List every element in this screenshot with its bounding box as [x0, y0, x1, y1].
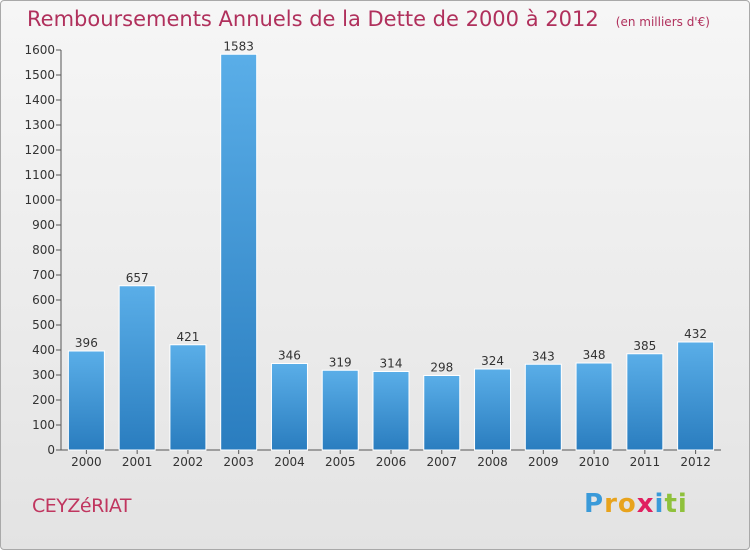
y-tick-label: 1400	[24, 93, 55, 107]
bar-2007	[423, 375, 461, 451]
y-tick-label: 1300	[24, 118, 55, 132]
chart-title: Remboursements Annuels de la Dette de 20…	[27, 7, 599, 31]
bar-2004	[270, 363, 308, 451]
bar-2010	[575, 362, 613, 451]
y-tick-label: 0	[47, 443, 55, 457]
x-tick-label-2006: 2006	[376, 455, 407, 469]
x-tick-label-2003: 2003	[223, 455, 254, 469]
y-tick-label: 300	[32, 368, 55, 382]
bar-2003	[220, 53, 258, 451]
proxiti-logo: Proxiti	[584, 489, 688, 519]
bar-2000	[67, 350, 105, 451]
logo-letter: i	[654, 489, 665, 519]
x-tick-label-2005: 2005	[325, 455, 356, 469]
value-label-2007: 298	[430, 361, 453, 375]
x-tick-label-2007: 2007	[426, 455, 457, 469]
value-label-2003: 1583	[223, 39, 254, 53]
y-tick-label: 700	[32, 268, 55, 282]
bar-2006	[372, 371, 410, 451]
value-label-2002: 421	[176, 330, 199, 344]
y-tick-label: 500	[32, 318, 55, 332]
y-tick-label: 1500	[24, 68, 55, 82]
y-tick-label: 400	[32, 343, 55, 357]
y-tick-label: 1100	[24, 168, 55, 182]
bar-2012	[677, 341, 715, 451]
x-tick-label-2011: 2011	[630, 455, 661, 469]
x-tick-label-2001: 2001	[122, 455, 153, 469]
x-tick-label-2010: 2010	[579, 455, 610, 469]
x-tick-label-2000: 2000	[71, 455, 102, 469]
logo-letter: P	[584, 489, 605, 519]
logo-letter: o	[617, 489, 637, 519]
value-label-2010: 348	[583, 348, 606, 362]
bar-2008	[474, 368, 512, 451]
x-tick-label-2008: 2008	[477, 455, 508, 469]
value-label-2008: 324	[481, 354, 504, 368]
x-tick-label-2012: 2012	[680, 455, 711, 469]
x-tick-label-2004: 2004	[274, 455, 305, 469]
value-label-2012: 432	[684, 327, 707, 341]
logo-letter: x	[636, 489, 655, 519]
bar-2009	[524, 363, 562, 451]
bar-2005	[321, 369, 359, 451]
y-tick-label: 900	[32, 218, 55, 232]
y-tick-label: 1200	[24, 143, 55, 157]
y-tick-label: 1600	[24, 43, 55, 57]
bar-2002	[169, 344, 207, 451]
y-tick-label: 1000	[24, 193, 55, 207]
y-tick-label: 100	[32, 418, 55, 432]
logo-letter: r	[604, 489, 618, 519]
value-label-2004: 346	[278, 349, 301, 363]
value-label-2011: 385	[633, 339, 656, 353]
unit-label: (en milliers d'€)	[615, 15, 710, 29]
bar-2001	[118, 285, 156, 451]
y-tick-label: 200	[32, 393, 55, 407]
y-tick-label: 600	[32, 293, 55, 307]
x-tick-label-2009: 2009	[528, 455, 559, 469]
logo-letter: t	[664, 489, 678, 519]
logo-letter: i	[677, 489, 688, 519]
x-tick-label-2002: 2002	[173, 455, 204, 469]
bar-2011	[626, 353, 664, 451]
value-label-2009: 343	[532, 349, 555, 363]
value-label-2005: 319	[329, 355, 352, 369]
value-label-2000: 396	[75, 336, 98, 350]
value-label-2001: 657	[126, 271, 149, 285]
commune-name: CEYZéRIAT	[32, 495, 132, 517]
title-row: Remboursements Annuels de la Dette de 20…	[27, 7, 710, 31]
y-tick-label: 800	[32, 243, 55, 257]
value-label-2006: 314	[380, 357, 403, 371]
